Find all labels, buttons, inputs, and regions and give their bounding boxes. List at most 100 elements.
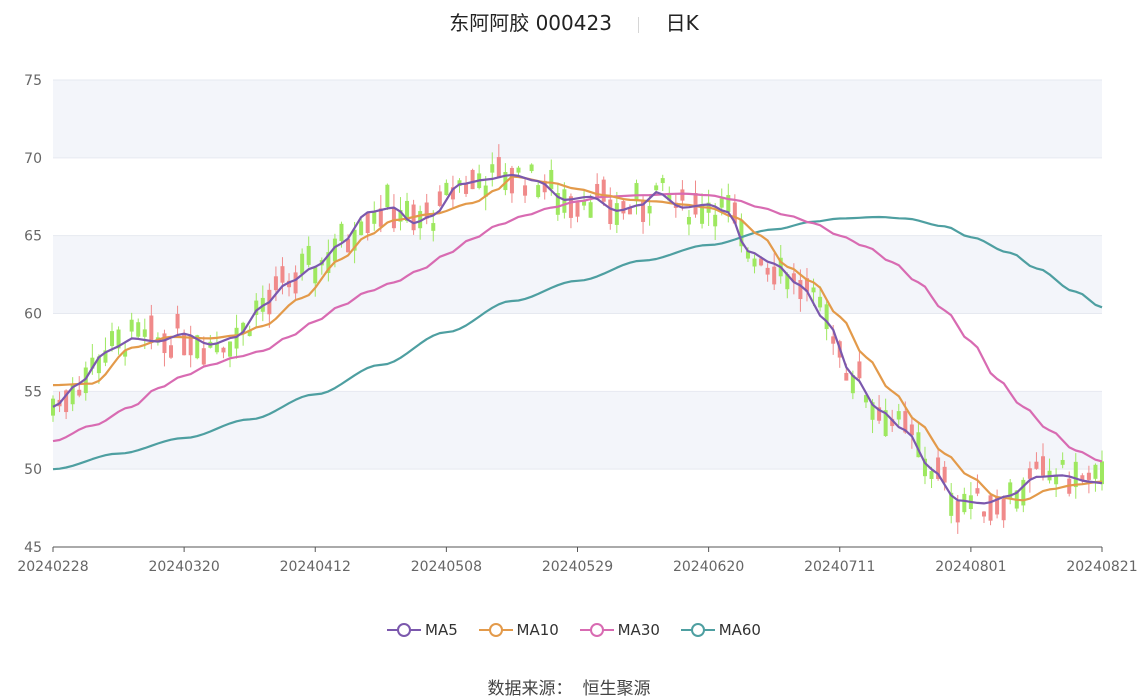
candle-body <box>162 333 167 354</box>
candle-body <box>627 207 632 215</box>
candle-body <box>398 209 403 222</box>
candle-body <box>582 200 587 206</box>
candle-body <box>234 327 239 349</box>
ma-line-ma60 <box>52 215 1103 471</box>
candle-body <box>857 361 862 379</box>
candle-body <box>641 201 646 222</box>
candle-body <box>90 357 95 369</box>
candle-body <box>444 182 449 196</box>
candle-body <box>64 390 69 413</box>
source-value: 恒生聚源 <box>582 679 651 699</box>
candle-body <box>936 457 941 479</box>
x-tick-label: 20240412 <box>280 559 351 575</box>
source-label: 数据来源： <box>487 679 573 699</box>
candle-body <box>988 495 993 521</box>
candle-body <box>175 313 180 329</box>
candle-body <box>909 424 914 436</box>
candle-body <box>568 196 573 218</box>
candle-body <box>686 216 691 225</box>
candle-body <box>483 185 488 197</box>
candle-body <box>352 229 357 251</box>
candle-body <box>372 211 377 224</box>
candle-body <box>995 496 1000 515</box>
candle-body <box>759 258 764 266</box>
candle-body <box>903 411 908 433</box>
candle-body <box>555 193 560 215</box>
legend-marker-icon <box>478 623 513 637</box>
candle-body <box>667 193 672 201</box>
candle-body <box>241 322 246 334</box>
candle-body <box>798 280 803 300</box>
candle-body <box>824 304 829 330</box>
candle-body <box>437 191 442 206</box>
candle-body <box>1021 479 1026 506</box>
candle-body <box>523 185 528 196</box>
candle-body <box>804 278 809 292</box>
candle-body <box>680 189 685 201</box>
x-tick-label: 20240801 <box>935 559 1006 575</box>
candle-body <box>96 356 101 374</box>
candle-body <box>1008 482 1013 499</box>
candle-body <box>300 253 305 275</box>
legend-item-ma30[interactable]: MA30 <box>579 620 660 639</box>
legend-item-ma60[interactable]: MA60 <box>680 620 761 639</box>
legend-label: MA10 <box>516 620 559 639</box>
candle-body <box>457 180 462 187</box>
candle-body <box>306 245 311 265</box>
candle-body <box>647 205 652 214</box>
candle-body <box>700 204 705 224</box>
grid-band <box>53 235 1102 314</box>
x-tick-label: 20240620 <box>673 559 744 575</box>
candle-body <box>752 258 757 267</box>
candle-body <box>470 169 475 190</box>
stock-name: 东阿阿胶 <box>449 11 530 35</box>
grid-band <box>53 391 1102 470</box>
candle-body <box>575 202 580 217</box>
candle-body <box>739 219 744 247</box>
legend-item-ma10[interactable]: MA10 <box>478 620 559 639</box>
x-tick-label: 20240529 <box>542 559 613 575</box>
candle-body <box>503 171 508 191</box>
candle-body <box>496 157 501 179</box>
candle-body <box>1100 461 1104 485</box>
data-source: 数据来源： 恒生聚源 <box>0 674 1148 699</box>
candle-body <box>654 185 659 191</box>
candle-body <box>188 335 193 356</box>
candle-body <box>149 315 154 341</box>
candle-body <box>293 272 298 294</box>
legend: MA5 MA10 MA30 MA60 <box>0 620 1148 639</box>
legend-label: MA60 <box>718 620 761 639</box>
candlestick-chart: 45 50 55 60 65 70 75 20240228 20240320 20240412 20… <box>17 73 1137 575</box>
legend-label: MA30 <box>617 620 660 639</box>
candle-body <box>110 331 115 347</box>
candle-body <box>83 367 88 394</box>
y-tick-label: 60 <box>24 307 42 323</box>
candle-body <box>51 398 55 416</box>
candle-body <box>1080 475 1085 481</box>
candle-body <box>791 273 796 283</box>
candle-body <box>103 350 108 363</box>
y-tick-label: 75 <box>24 73 42 89</box>
candle-body <box>1054 475 1059 485</box>
candle-body <box>916 432 921 458</box>
x-tick-label: 20240508 <box>411 559 482 575</box>
candle-body <box>660 178 665 184</box>
candle-body <box>922 458 927 477</box>
candle-body <box>929 471 934 479</box>
y-tick-label: 70 <box>24 151 42 167</box>
candle-body <box>70 384 75 405</box>
candle-body <box>831 336 836 344</box>
candle-body <box>424 202 429 219</box>
candle-body <box>391 207 396 229</box>
candle-body <box>247 329 252 337</box>
candle-body <box>693 193 698 215</box>
candle-body <box>385 184 390 208</box>
candle-body <box>77 389 82 396</box>
candle-body <box>182 333 187 356</box>
candle-body <box>942 466 947 483</box>
stock-code: 000423 <box>535 11 612 35</box>
legend-item-ma5[interactable]: MA5 <box>387 621 458 639</box>
y-tick-label: 65 <box>24 229 42 245</box>
candle-body <box>516 167 521 173</box>
candle-body <box>870 402 875 420</box>
